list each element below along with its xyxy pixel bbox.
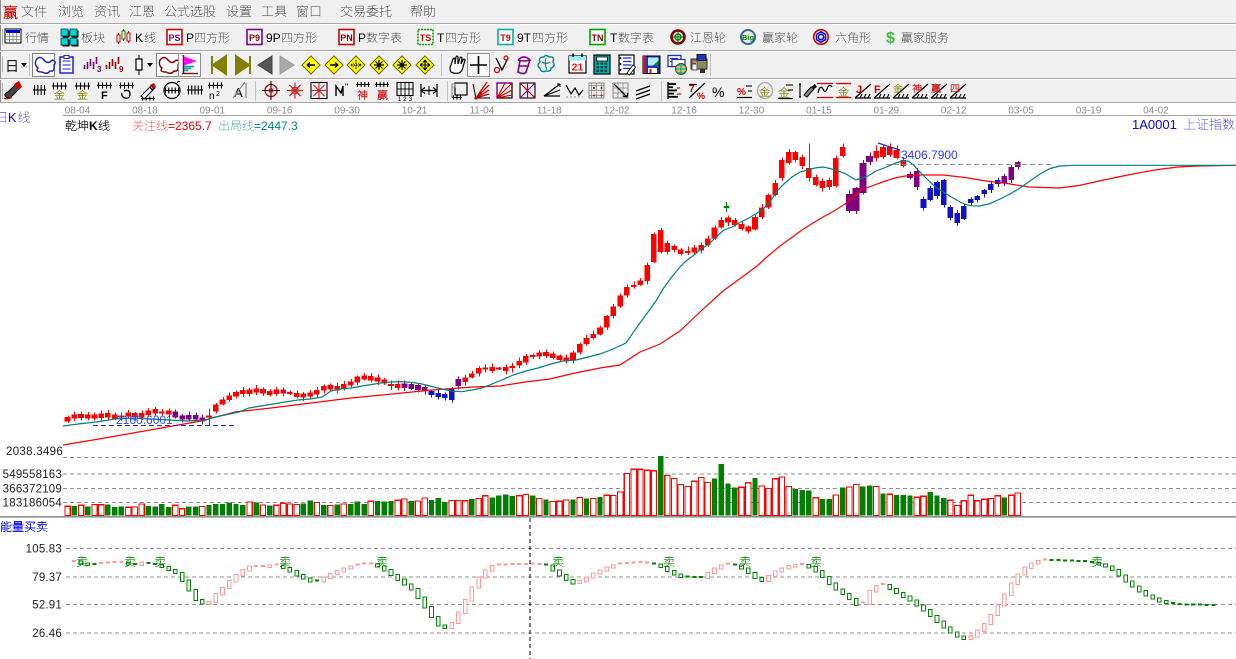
svg-text:2160.6001: 2160.6001 [116,413,173,427]
svg-text:9T: 9T [517,31,532,45]
svg-text:Big: Big [742,33,755,42]
svg-text:T: T [610,31,618,45]
svg-text:%: % [712,84,724,100]
svg-text:549558163: 549558163 [3,469,62,481]
svg-text:10-21: 10-21 [402,106,428,117]
svg-text:F: F [874,84,881,96]
svg-text:T: T [437,31,445,45]
svg-text:09-01: 09-01 [200,106,226,117]
svg-text:02-12: 02-12 [941,106,967,117]
svg-text:01-15: 01-15 [806,106,832,117]
svg-text:PS: PS [168,33,180,43]
svg-text:TN: TN [592,33,604,43]
svg-text:P: P [186,31,194,45]
svg-text:": " [345,82,348,92]
svg-text:09-16: 09-16 [267,106,293,117]
svg-text:03-05: 03-05 [1008,106,1034,117]
svg-text:K: K [89,119,98,133]
svg-text:K: K [8,111,17,125]
svg-text:12-30: 12-30 [739,106,765,117]
svg-text:=2447.3: =2447.3 [254,119,298,133]
svg-text:21: 21 [572,62,584,74]
svg-text:79.37: 79.37 [32,572,62,584]
svg-text:$: $ [886,30,895,47]
svg-text:=2365.7: =2365.7 [168,119,212,133]
svg-text:3: 3 [97,65,102,74]
svg-text:366372109: 366372109 [3,484,62,496]
svg-text:A: A [234,85,243,100]
svg-text:11-18: 11-18 [537,106,562,117]
svg-text:n: n [209,91,215,102]
svg-text:2: 2 [216,91,220,98]
svg-text:TS: TS [420,33,432,43]
svg-text:9P: 9P [266,31,281,45]
svg-text:J: J [856,84,862,96]
svg-text:52.91: 52.91 [32,600,62,612]
svg-text:1 2 3: 1 2 3 [398,96,413,103]
svg-text:2038.3496: 2038.3496 [6,446,63,458]
svg-text:12-02: 12-02 [604,106,630,117]
svg-text:%: % [737,87,746,98]
svg-text:26.46: 26.46 [32,628,62,640]
svg-text:1A0001: 1A0001 [1132,117,1177,132]
svg-text:3406.7900: 3406.7900 [901,148,958,162]
svg-text:11-04: 11-04 [469,106,494,117]
svg-text:08-18: 08-18 [132,106,158,117]
svg-text:12-16: 12-16 [671,106,697,117]
svg-text:08-04: 08-04 [65,106,91,117]
svg-text:P9: P9 [249,33,260,43]
svg-text:F: F [101,90,108,102]
svg-text:04-02: 04-02 [1143,106,1169,117]
svg-text:03-19: 03-19 [1076,106,1102,117]
svg-text:7: 7 [689,84,695,95]
svg-text:K: K [135,31,143,45]
svg-text:PN: PN [340,33,353,43]
svg-text:01-29: 01-29 [874,106,900,117]
svg-text:P: P [358,31,366,45]
svg-text:09-30: 09-30 [334,106,360,117]
svg-text:%: % [697,91,705,101]
svg-text:105.83: 105.83 [26,544,62,556]
svg-text:183186054: 183186054 [3,498,63,510]
svg-text:T9: T9 [500,33,511,43]
svg-text:9: 9 [119,65,124,74]
